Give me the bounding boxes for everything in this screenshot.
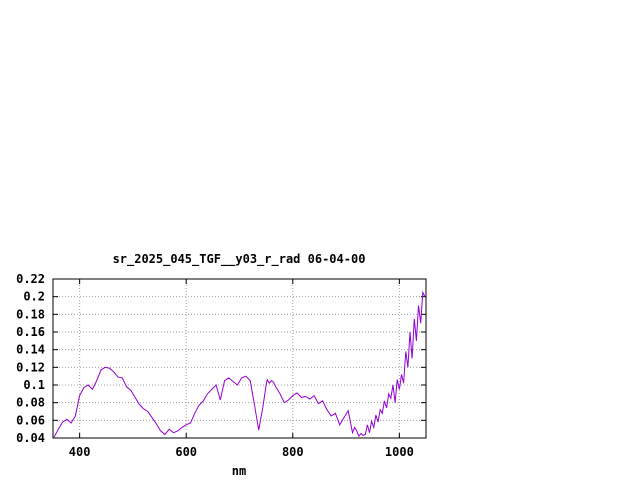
x-tick-label: 400 [69,445,91,459]
series-line [53,290,426,438]
y-tick-label: 0.14 [16,343,45,357]
y-tick-label: 0.04 [16,431,45,445]
y-tick-label: 0.12 [16,360,45,374]
series-layer [53,290,426,438]
x-axis-ticks: 400 600 800 1000 [69,279,414,459]
y-tick-label: 0.2 [23,290,45,304]
x-axis-label: nm [232,464,246,478]
y-tick-label: 0.1 [23,378,45,392]
y-tick-label: 0.18 [16,307,45,321]
y-tick-label: 0.22 [16,272,45,286]
chart-title: sr_2025_045_TGF__y03_r_rad 06-04-00 [113,252,366,267]
y-axis-ticks: 0.04 0.06 0.08 0.1 0.12 0.14 0.16 0.18 0.2 0.22 [16,272,426,445]
x-tick-label: 800 [282,445,304,459]
x-tick-label: 600 [175,445,197,459]
y-tick-label: 0.16 [16,325,45,339]
y-tick-label: 0.06 [16,413,45,427]
y-tick-label: 0.08 [16,396,45,410]
plot-frame [52,278,427,439]
grid [53,279,426,438]
x-tick-label: 1000 [385,445,414,459]
